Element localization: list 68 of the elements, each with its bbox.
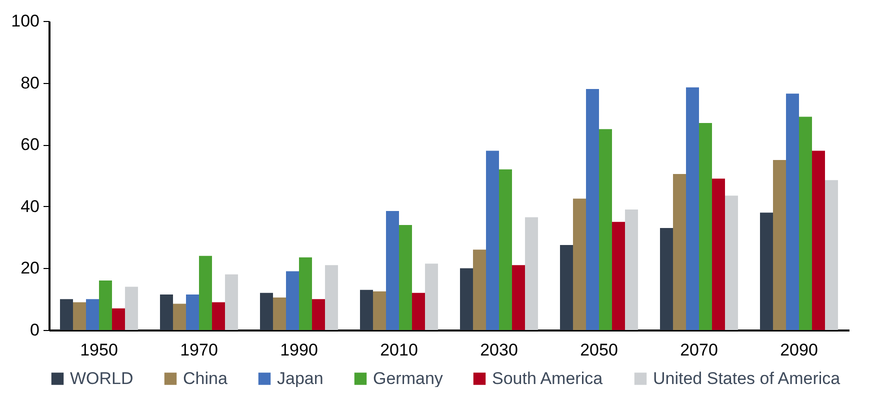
bar xyxy=(799,116,812,330)
bar xyxy=(586,88,599,330)
x-tick-label: 1950 xyxy=(80,340,118,360)
x-tick-label: 1970 xyxy=(180,340,218,360)
bar xyxy=(60,299,73,330)
legend-label: South America xyxy=(492,368,604,388)
bar xyxy=(612,222,625,330)
bar xyxy=(260,292,273,330)
bar xyxy=(112,308,125,330)
legend-label: Japan xyxy=(277,368,324,388)
legend-label: WORLD xyxy=(70,368,134,388)
y-tick-label: 0 xyxy=(30,320,40,340)
y-tick-label: 20 xyxy=(20,258,40,278)
bar xyxy=(312,299,325,330)
bar xyxy=(373,291,386,330)
bar xyxy=(760,212,773,330)
x-tick-label: 2090 xyxy=(780,340,818,360)
bar xyxy=(173,304,186,330)
bar xyxy=(386,211,399,330)
bar xyxy=(225,274,238,330)
bar xyxy=(486,150,499,330)
bar xyxy=(125,286,138,330)
bar xyxy=(573,198,586,330)
x-tick-label: 2010 xyxy=(380,340,418,360)
bar xyxy=(625,209,638,330)
bar xyxy=(460,268,473,330)
bar xyxy=(560,245,573,330)
bar xyxy=(499,169,512,330)
bar xyxy=(712,178,725,330)
bar xyxy=(73,302,86,330)
bar xyxy=(360,290,373,330)
bar xyxy=(399,224,412,330)
bar xyxy=(512,265,525,330)
bar xyxy=(773,160,786,330)
bar xyxy=(99,280,112,330)
bar xyxy=(199,256,212,330)
y-tick-label: 100 xyxy=(11,12,40,30)
bar xyxy=(812,150,825,330)
bar xyxy=(599,129,612,330)
bar xyxy=(86,299,99,330)
bar xyxy=(660,228,673,330)
bar xyxy=(825,180,838,330)
bar xyxy=(412,292,425,330)
bar xyxy=(786,94,799,330)
x-tick-label: 1990 xyxy=(280,340,318,360)
y-tick-label: 40 xyxy=(20,196,40,216)
legend-label: China xyxy=(183,368,228,388)
legend-label: Germany xyxy=(373,368,444,388)
bar xyxy=(299,257,312,330)
legend-label: United States of America xyxy=(653,368,841,388)
bar xyxy=(186,294,199,330)
bar xyxy=(286,271,299,330)
bar xyxy=(425,264,438,330)
bar xyxy=(525,217,538,330)
bar xyxy=(212,302,225,330)
x-tick-label: 2070 xyxy=(680,340,718,360)
bar xyxy=(160,294,173,330)
y-tick-label: 80 xyxy=(20,73,40,92)
bar xyxy=(725,196,738,330)
bar xyxy=(673,174,686,330)
bar xyxy=(699,122,712,330)
x-tick-label: 2030 xyxy=(480,340,518,360)
x-tick-label: 2050 xyxy=(580,340,618,360)
bar xyxy=(473,250,486,330)
bar xyxy=(686,87,699,330)
bar xyxy=(273,298,286,330)
y-tick-label: 60 xyxy=(20,135,40,154)
bar xyxy=(325,265,338,330)
